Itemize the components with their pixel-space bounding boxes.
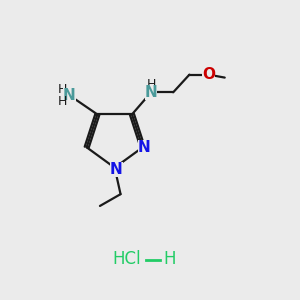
Text: N: N xyxy=(138,140,151,155)
Text: H: H xyxy=(146,79,156,92)
Text: H: H xyxy=(57,83,67,97)
Text: HCl: HCl xyxy=(112,250,141,268)
Text: N: N xyxy=(63,88,76,103)
Text: N: N xyxy=(110,162,122,177)
Text: N: N xyxy=(145,85,158,100)
Text: H: H xyxy=(57,95,67,108)
Text: H: H xyxy=(163,250,175,268)
Text: O: O xyxy=(202,67,215,82)
